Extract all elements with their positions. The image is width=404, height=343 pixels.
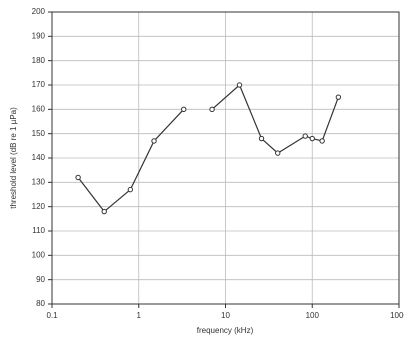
y-tick-label: 140: [32, 153, 46, 162]
y-tick-label: 100: [32, 250, 46, 259]
point: [101, 208, 107, 215]
y-tick-label: 190: [32, 31, 46, 40]
y-tick-label: 170: [32, 80, 46, 89]
y-tick-label: 110: [32, 226, 45, 235]
point: [151, 138, 157, 144]
point: [335, 94, 342, 100]
x-tick-label: 10: [221, 311, 230, 320]
y-tick-label: 180: [32, 56, 46, 65]
point: [309, 135, 315, 142]
point: [258, 135, 265, 142]
point: [209, 106, 215, 113]
y-tick-label: 160: [32, 104, 46, 113]
x-tick-label: 100: [306, 311, 320, 320]
point: [127, 186, 134, 193]
point: [236, 82, 243, 88]
y-tick-label: 150: [32, 129, 46, 138]
y-tick-label: 200: [32, 7, 46, 16]
point: [275, 150, 281, 156]
x-axis-label: frequency (kHz): [197, 326, 254, 335]
point: [319, 138, 325, 144]
plot-frame: [51, 11, 400, 305]
y-tick-label: 80: [36, 299, 45, 308]
x-tick-label: 0.1: [46, 311, 58, 320]
point: [75, 174, 81, 181]
x-tick-label: 1000: [390, 311, 404, 320]
y-tick-label: 130: [32, 177, 46, 186]
point: [302, 133, 308, 139]
line: [77, 83, 339, 213]
y-tick-label: 120: [32, 202, 46, 211]
x-tick-label: 1: [137, 311, 142, 320]
y-tick-label: 90: [36, 275, 45, 284]
y-axis-label: threshold level (dB re 1 µPa): [9, 107, 18, 209]
point: [181, 106, 187, 113]
